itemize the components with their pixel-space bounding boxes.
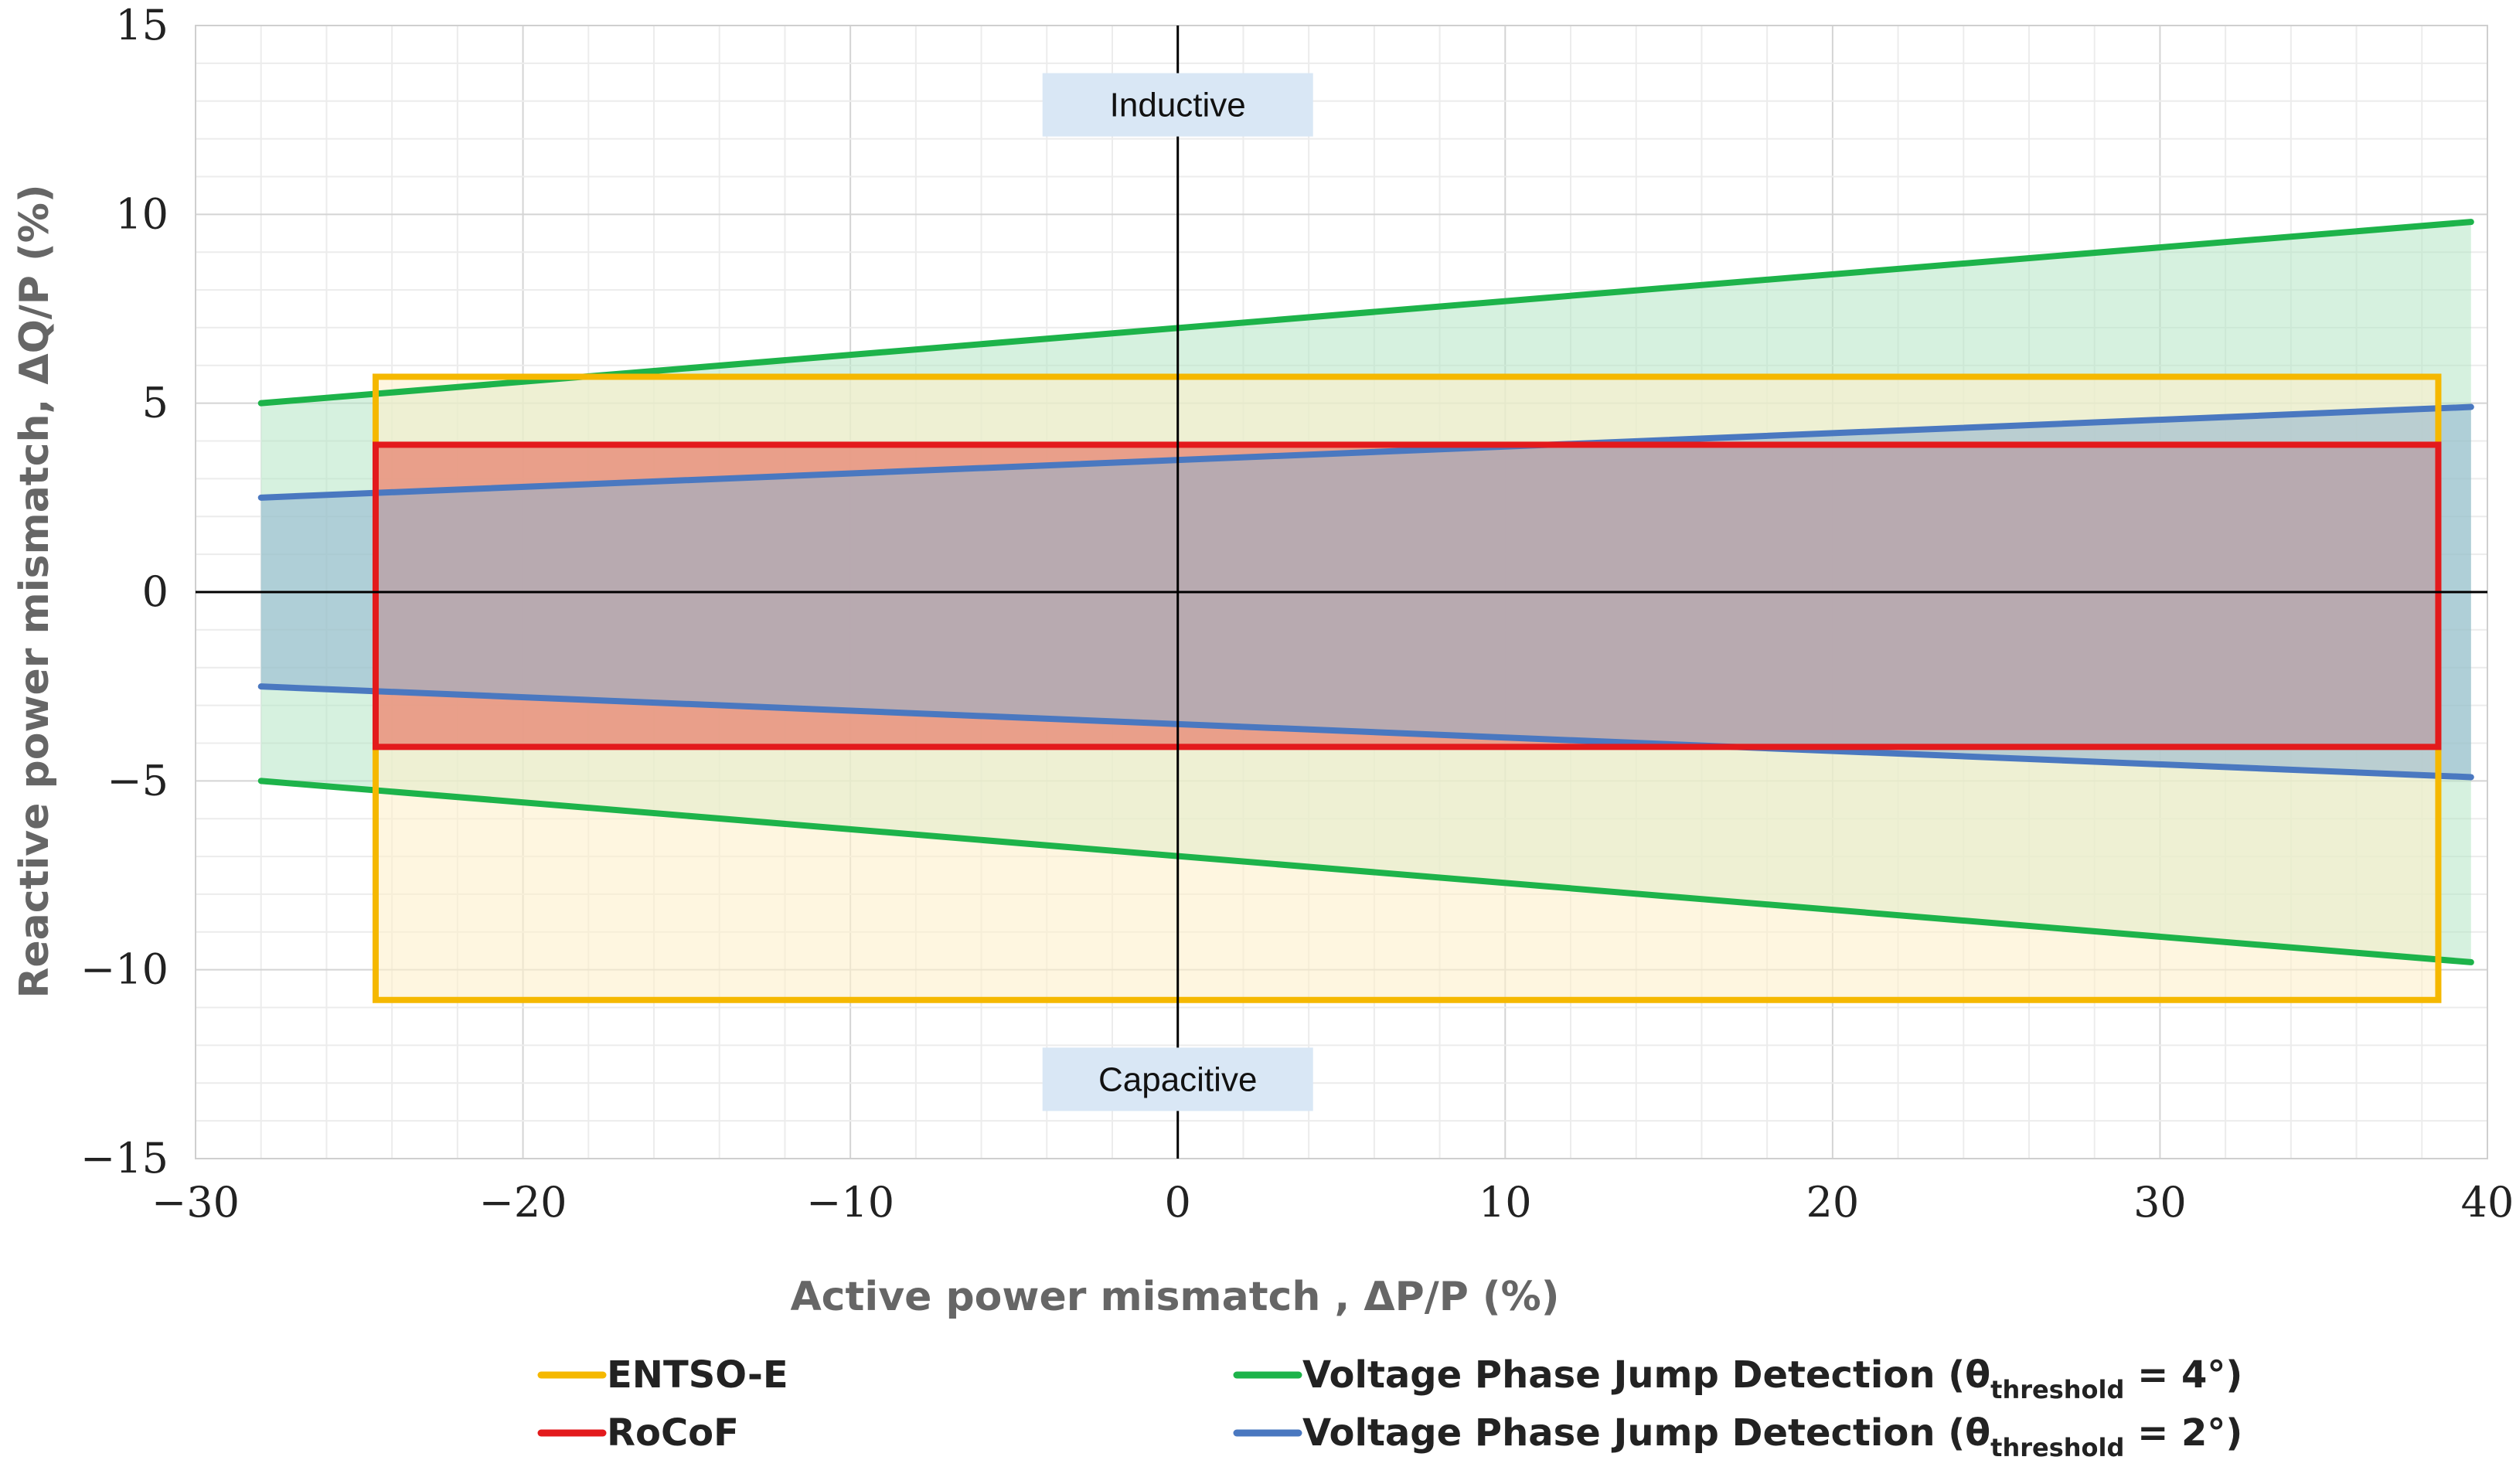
annotation-capacitive: Capacitive bbox=[1098, 1060, 1257, 1098]
y-tick-label: −15 bbox=[80, 1134, 169, 1183]
y-tick-label: −10 bbox=[80, 945, 169, 994]
y-tick-label: 0 bbox=[142, 567, 169, 616]
x-tick-label: 0 bbox=[1165, 1178, 1191, 1227]
legend: ENTSO-E Voltage Phase Jump Detection (θth… bbox=[537, 1353, 2242, 1462]
legend-label: ENTSO-E bbox=[607, 1353, 788, 1397]
x-tick-label: −10 bbox=[806, 1178, 894, 1227]
plot-area bbox=[257, 219, 2474, 1003]
band-lower-line-2deg bbox=[257, 683, 2474, 781]
y-tick-label: 15 bbox=[115, 1, 169, 49]
band-upper-line-4deg bbox=[257, 219, 2474, 407]
legend-label: Voltage Phase Jump Detection (θthreshold… bbox=[1302, 1353, 2242, 1404]
y-tick-label: 5 bbox=[142, 379, 169, 427]
rocof-outline bbox=[372, 441, 2442, 751]
x-tick-label: 20 bbox=[1806, 1178, 1859, 1227]
x-tick-label: −20 bbox=[479, 1178, 567, 1227]
annotations: Inductive Capacitive bbox=[1042, 73, 1313, 1111]
x-axis-title: Active power mismatch , ΔP/P (%) bbox=[790, 1274, 1559, 1320]
legend-label: Voltage Phase Jump Detection (θthreshold… bbox=[1302, 1411, 2242, 1462]
axes bbox=[196, 26, 2487, 1159]
y-tick-label: 10 bbox=[115, 189, 169, 238]
y-axis-title: Reactive power mismatch, ΔQ/P (%) bbox=[12, 184, 58, 998]
tick-labels: −30 −20 −10 0 10 20 30 40 −15 −10 −5 0 5 10 15 bbox=[80, 1, 2514, 1227]
x-tick-label: 40 bbox=[2461, 1178, 2514, 1227]
annotation-inductive: Inductive bbox=[1110, 87, 1246, 124]
annotation-box bbox=[1042, 1047, 1313, 1111]
x-tick-label: −30 bbox=[152, 1178, 240, 1227]
y-tick-label: −5 bbox=[107, 756, 169, 805]
legend-label: RoCoF bbox=[607, 1411, 739, 1455]
band-lower-line-4deg bbox=[257, 778, 2474, 965]
x-tick-label: 10 bbox=[1479, 1178, 1532, 1227]
band-upper-line-2deg bbox=[257, 403, 2474, 501]
x-tick-label: 30 bbox=[2133, 1178, 2187, 1227]
annotation-box bbox=[1042, 73, 1313, 137]
